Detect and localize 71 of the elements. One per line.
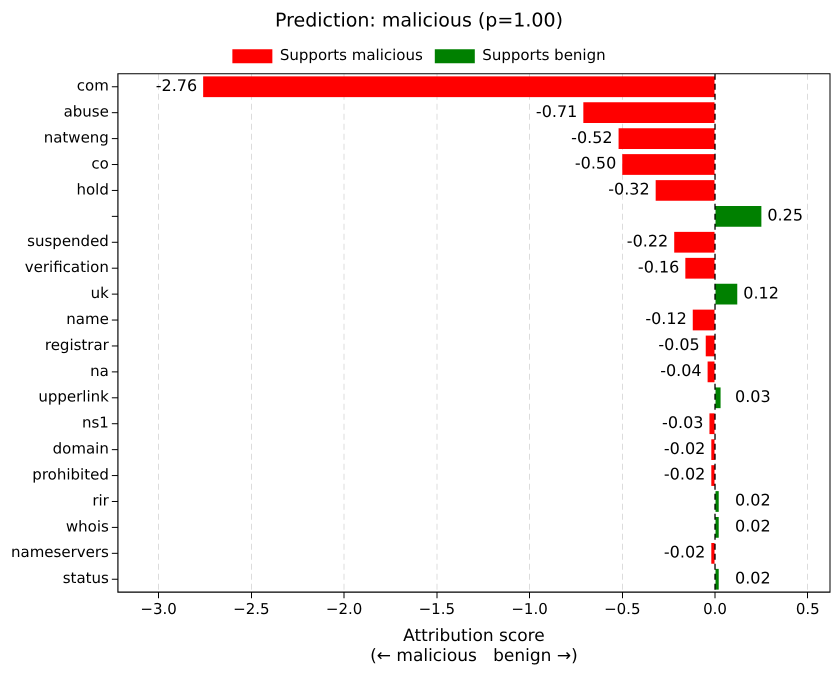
data-label: -0.04 — [660, 361, 702, 380]
y-tick-label: status — [62, 569, 110, 588]
y-tick-label: uk — [90, 284, 110, 302]
y-tick-label: hold — [76, 180, 109, 198]
data-label: -0.16 — [638, 257, 680, 276]
data-label: -0.03 — [662, 412, 704, 432]
bar — [716, 491, 719, 512]
x-tick-label: −0.5 — [604, 600, 641, 618]
x-axis-title: Attribution score (← malicious benign →) — [370, 626, 578, 666]
bar — [618, 128, 715, 149]
y-tick-label: verification — [24, 258, 109, 276]
chart-title: Prediction: malicious (p=1.00) — [275, 9, 563, 32]
x-tick-label: −1.5 — [418, 600, 456, 618]
data-label: -0.22 — [626, 231, 668, 250]
data-label: 0.03 — [735, 386, 771, 406]
bar — [674, 232, 715, 253]
bar — [583, 102, 715, 124]
x-tick-label: 0.5 — [796, 600, 820, 618]
data-label: 0.25 — [767, 206, 804, 225]
data-label: 0.02 — [735, 568, 771, 588]
data-label: 0.02 — [735, 490, 771, 510]
y-tick-label: com — [76, 76, 109, 95]
legend-label: Supports malicious — [280, 46, 423, 64]
bar — [716, 568, 719, 590]
y-tick-label: ns1 — [82, 414, 109, 432]
bar — [716, 517, 719, 538]
data-label: -0.12 — [645, 309, 687, 328]
bar — [685, 258, 715, 279]
y-tick-label: registrar — [44, 336, 110, 354]
y-tick-label: natweng — [44, 128, 109, 146]
bar — [716, 206, 762, 227]
y-tick-label: upperlink — [38, 388, 110, 406]
data-label: -2.76 — [156, 76, 198, 95]
data-label: 0.02 — [735, 516, 771, 536]
x-tick-label: −1.0 — [511, 600, 548, 618]
bar — [711, 465, 715, 486]
bar — [706, 336, 715, 356]
y-tick-label: rir — [92, 491, 110, 510]
bar — [708, 362, 715, 382]
y-tick-label: whois — [66, 517, 110, 536]
x-tick-label: −2.5 — [233, 600, 270, 618]
y-tick-label: nameservers — [10, 543, 110, 562]
x-tick-label: 0.0 — [703, 600, 727, 618]
y-tick-label: prohibited — [32, 465, 109, 484]
data-label: -0.02 — [664, 438, 706, 458]
y-tick-label: abuse — [64, 102, 109, 121]
bar — [709, 413, 715, 434]
bar — [716, 387, 721, 408]
data-label: -0.32 — [608, 180, 650, 199]
bar — [692, 310, 715, 330]
y-tick-label: name — [66, 310, 109, 328]
legend-label: Supports benign — [482, 46, 606, 64]
bar — [711, 439, 715, 460]
bar — [711, 542, 715, 564]
data-label: -0.50 — [574, 154, 616, 173]
x-tick-label: −3.0 — [140, 600, 177, 618]
data-label: -0.52 — [571, 128, 613, 147]
y-tick-label: co — [91, 154, 109, 172]
y-tick-label: na — [90, 362, 109, 380]
data-label: -0.02 — [664, 464, 706, 484]
bar — [716, 284, 738, 304]
data-label: -0.02 — [664, 542, 706, 562]
data-label: -0.71 — [536, 102, 578, 121]
bar — [622, 154, 715, 175]
data-label: -0.05 — [658, 335, 700, 354]
y-tick-label: domain — [52, 440, 109, 458]
bar — [656, 180, 715, 201]
bar — [203, 76, 715, 98]
y-tick-label: suspended — [27, 232, 109, 250]
x-tick-label: −2.0 — [326, 600, 362, 618]
data-label: 0.12 — [743, 283, 779, 302]
